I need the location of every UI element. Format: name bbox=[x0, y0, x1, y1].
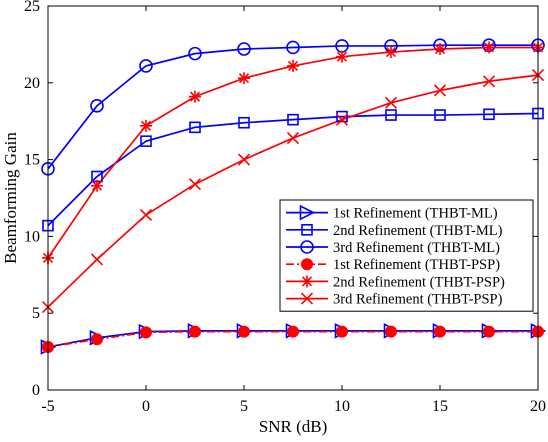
data-point-series-5 bbox=[483, 41, 495, 54]
data-point-series-2 bbox=[238, 116, 250, 129]
data-point-series-4 bbox=[434, 325, 446, 338]
data-point-series-5 bbox=[140, 119, 152, 132]
data-point-series-4 bbox=[385, 325, 397, 338]
data-point-series-4 bbox=[287, 325, 299, 338]
data-point-series-6 bbox=[482, 75, 496, 88]
data-point-series-3 bbox=[237, 42, 251, 56]
data-point-series-4 bbox=[483, 325, 495, 338]
data-point-series-4 bbox=[91, 333, 103, 346]
legend-label-1: 1st Refinement (THBT-ML) bbox=[333, 206, 498, 222]
series-line-3 bbox=[47, 44, 538, 170]
data-point-series-3 bbox=[188, 46, 202, 61]
data-point-series-4 bbox=[189, 325, 201, 338]
data-point-series-6 bbox=[90, 253, 104, 266]
data-point-series-2 bbox=[483, 108, 495, 121]
data-point-series-4 bbox=[140, 326, 152, 339]
legend: 1st Refinement (THBT-ML)2nd Refinement (… bbox=[279, 199, 534, 312]
y-tick-label: 15 bbox=[24, 152, 40, 169]
legend-box bbox=[279, 199, 534, 312]
data-point-series-6 bbox=[286, 132, 300, 145]
data-point-series-5 bbox=[91, 179, 103, 192]
data-point-series-2 bbox=[189, 121, 201, 134]
legend-marker-6 bbox=[300, 292, 314, 305]
x-tick-label: 15 bbox=[432, 398, 448, 415]
data-point-series-2 bbox=[140, 135, 152, 147]
data-point-series-2 bbox=[336, 110, 348, 123]
legend-marker-2 bbox=[301, 224, 313, 236]
x-tick-label: -5 bbox=[41, 398, 54, 415]
data-point-series-2 bbox=[385, 109, 397, 121]
legend-label-5: 2nd Refinement (THBT-PSP) bbox=[333, 274, 505, 290]
y-axis-label: Beamforming Gain bbox=[1, 132, 20, 264]
data-point-series-5 bbox=[385, 46, 397, 59]
y-tick-label: 10 bbox=[24, 228, 40, 245]
data-point-series-2 bbox=[434, 109, 446, 121]
x-tick-label: 5 bbox=[240, 398, 248, 415]
x-tick-label: 20 bbox=[530, 398, 546, 415]
data-point-series-5 bbox=[287, 59, 299, 72]
x-axis-label: SNR (dB) bbox=[259, 417, 327, 436]
data-point-series-5 bbox=[189, 90, 201, 103]
y-tick-label: 5 bbox=[32, 305, 40, 322]
legend-label-6: 3rd Refinement (THBT-PSP) bbox=[333, 292, 503, 308]
data-point-series-2 bbox=[287, 113, 299, 126]
legend-marker-5 bbox=[301, 275, 313, 288]
data-point-series-6 bbox=[335, 113, 349, 126]
y-tick-label: 25 bbox=[24, 0, 40, 15]
x-tick-label: 10 bbox=[334, 398, 350, 415]
x-tick-label: 0 bbox=[142, 398, 150, 415]
data-point-series-4 bbox=[336, 325, 348, 338]
data-point-series-5 bbox=[238, 72, 250, 85]
plot-frame bbox=[47, 5, 539, 391]
data-point-series-6 bbox=[433, 84, 447, 97]
data-point-series-6 bbox=[139, 208, 153, 221]
data-point-series-6 bbox=[237, 153, 251, 166]
legend-marker-4 bbox=[301, 258, 313, 271]
data-point-series-3 bbox=[90, 99, 104, 113]
legend-label-4: 1st Refinement (THBT-PSP) bbox=[333, 257, 500, 273]
data-point-series-6 bbox=[188, 178, 202, 191]
data-point-series-6 bbox=[384, 96, 398, 109]
y-tick-label: 20 bbox=[24, 75, 40, 92]
series-line-2 bbox=[47, 112, 539, 227]
legend-label-2: 2nd Refinement (THBT-ML) bbox=[333, 223, 503, 239]
legend-marker-3 bbox=[300, 240, 314, 254]
y-tick-label: 0 bbox=[32, 382, 40, 399]
data-point-series-4 bbox=[238, 325, 250, 338]
data-point-series-5 bbox=[336, 50, 348, 63]
legend-marker-1 bbox=[299, 204, 316, 221]
legend-label-3: 3rd Refinement (THBT-ML) bbox=[333, 240, 500, 256]
data-point-series-3 bbox=[139, 59, 153, 73]
data-point-series-3 bbox=[286, 40, 300, 55]
data-point-series-5 bbox=[434, 43, 446, 56]
